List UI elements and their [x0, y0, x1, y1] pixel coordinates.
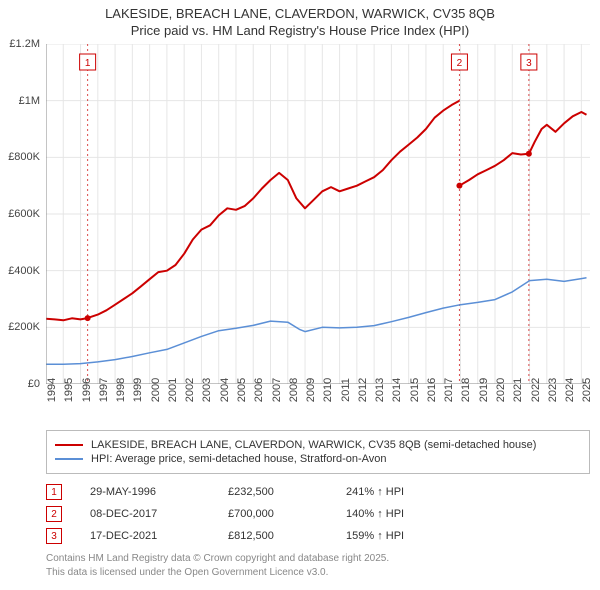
x-tick-label: 2023 [547, 378, 559, 402]
sales-table: 1 29-MAY-1996 £232,500 241% ↑ HPI 2 08-DEC-20… [46, 484, 590, 544]
x-tick-label: 2018 [460, 378, 472, 402]
x-tick-label: 2011 [340, 378, 352, 402]
x-tick-label: 2020 [495, 378, 507, 402]
svg-text:1: 1 [85, 58, 91, 69]
sale-badge: 1 [46, 484, 62, 500]
y-tick-label: £400K [8, 265, 40, 277]
svg-text:3: 3 [526, 58, 532, 69]
x-tick-label: 2001 [167, 378, 179, 402]
legend-row: HPI: Average price, semi-detached house,… [55, 453, 581, 465]
title-line-2: Price paid vs. HM Land Registry's House … [10, 23, 590, 38]
footnote-line-2: This data is licensed under the Open Gov… [46, 566, 590, 580]
title-block: LAKESIDE, BREACH LANE, CLAVERDON, WARWIC… [0, 0, 600, 40]
sale-row: 3 17-DEC-2021 £812,500 159% ↑ HPI [46, 528, 590, 544]
sale-hpi: 241% ↑ HPI [346, 486, 456, 498]
legend-label: HPI: Average price, semi-detached house,… [91, 453, 387, 465]
x-tick-label: 2021 [512, 378, 524, 402]
sale-hpi: 159% ↑ HPI [346, 530, 456, 542]
x-tick-label: 2019 [478, 378, 490, 402]
x-tick-label: 2013 [374, 378, 386, 402]
sale-price: £232,500 [228, 486, 318, 498]
x-tick-label: 2006 [253, 378, 265, 402]
x-tick-label: 2012 [357, 378, 369, 402]
legend-row: LAKESIDE, BREACH LANE, CLAVERDON, WARWIC… [55, 439, 581, 451]
x-tick-label: 2025 [581, 378, 593, 402]
x-tick-label: 2024 [564, 378, 576, 402]
footnote-line-1: Contains HM Land Registry data © Crown c… [46, 552, 590, 566]
sale-badge: 3 [46, 528, 62, 544]
legend-swatch [55, 444, 83, 446]
x-tick-label: 1998 [115, 378, 127, 402]
y-tick-label: £1M [19, 95, 40, 107]
x-tick-label: 1996 [81, 378, 93, 402]
sale-price: £812,500 [228, 530, 318, 542]
sale-price: £700,000 [228, 508, 318, 520]
x-tick-label: 2016 [426, 378, 438, 402]
footnote: Contains HM Land Registry data © Crown c… [46, 552, 590, 579]
y-tick-label: £1.2M [9, 38, 40, 50]
x-tick-label: 1995 [63, 378, 75, 402]
legend-swatch [55, 458, 83, 460]
sale-hpi: 140% ↑ HPI [346, 508, 456, 520]
y-tick-label: £0 [28, 378, 40, 390]
x-tick-label: 2017 [443, 378, 455, 402]
x-tick-label: 2007 [271, 378, 283, 402]
x-tick-label: 2008 [288, 378, 300, 402]
x-tick-label: 2000 [150, 378, 162, 402]
sale-date: 17-DEC-2021 [90, 530, 200, 542]
y-tick-label: £600K [8, 208, 40, 220]
x-tick-label: 2022 [530, 378, 542, 402]
x-tick-label: 1994 [46, 378, 58, 402]
x-tick-label: 2015 [409, 378, 421, 402]
sale-date: 08-DEC-2017 [90, 508, 200, 520]
x-tick-label: 2009 [305, 378, 317, 402]
legend: LAKESIDE, BREACH LANE, CLAVERDON, WARWIC… [46, 430, 590, 474]
x-tick-label: 1997 [98, 378, 110, 402]
y-tick-label: £800K [8, 151, 40, 163]
x-tick-label: 2003 [201, 378, 213, 402]
y-tick-label: £200K [8, 321, 40, 333]
sale-date: 29-MAY-1996 [90, 486, 200, 498]
title-line-1: LAKESIDE, BREACH LANE, CLAVERDON, WARWIC… [10, 6, 590, 21]
sale-row: 1 29-MAY-1996 £232,500 241% ↑ HPI [46, 484, 590, 500]
x-tick-label: 1999 [132, 378, 144, 402]
plot-svg: 1 2 3 [46, 44, 590, 384]
sale-row: 2 08-DEC-2017 £700,000 140% ↑ HPI [46, 506, 590, 522]
chart-container: LAKESIDE, BREACH LANE, CLAVERDON, WARWIC… [0, 0, 600, 590]
x-tick-label: 2010 [322, 378, 334, 402]
legend-label: LAKESIDE, BREACH LANE, CLAVERDON, WARWIC… [91, 439, 536, 451]
chart-area: 123 £0£200K£400K£600K£800K£1M£1.2M 19941… [46, 44, 590, 384]
x-tick-label: 2014 [391, 378, 403, 402]
svg-text:2: 2 [457, 58, 463, 69]
sale-badge: 2 [46, 506, 62, 522]
x-tick-label: 2005 [236, 378, 248, 402]
x-tick-label: 2002 [184, 378, 196, 402]
x-tick-label: 2004 [219, 378, 231, 402]
